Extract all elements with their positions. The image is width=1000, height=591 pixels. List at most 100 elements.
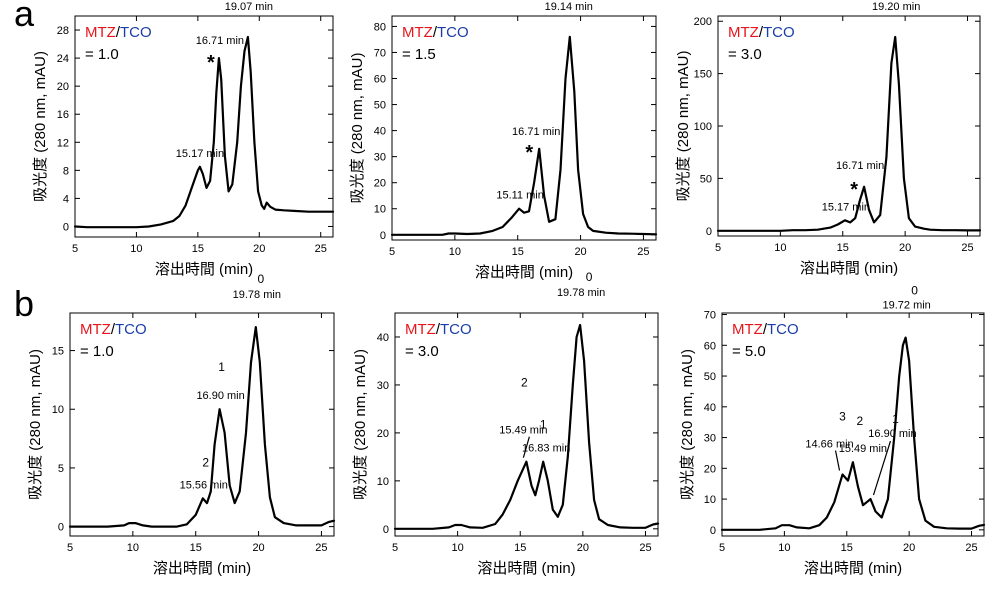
x-tick-label: 25 xyxy=(637,246,649,258)
x-tick-label: 15 xyxy=(190,542,202,554)
peak-time-label: 19.14 min xyxy=(545,1,593,13)
peak-time-label: 15.49 min xyxy=(839,443,887,455)
y-tick-label: 0 xyxy=(706,226,712,238)
x-tick-label: 15 xyxy=(514,542,526,554)
x-axis-title: 溶出時間 (min) xyxy=(477,560,575,577)
mtz-label: MTZ xyxy=(728,24,759,41)
chromatogram-line xyxy=(716,35,982,232)
y-tick-label: 30 xyxy=(704,433,716,445)
peak-arrow xyxy=(872,440,892,496)
peak-time-label: 19.78 min xyxy=(233,289,281,301)
y-axis-title: 吸光度 (280 nm, mAU) xyxy=(352,349,369,500)
ratio-label-title: MTZ/TCO xyxy=(732,321,799,338)
x-axis-title: 溶出時間 (min) xyxy=(155,261,253,278)
peak-time-label: 16.71 min xyxy=(512,126,560,138)
peak-time-label: 16.90 min xyxy=(868,428,916,440)
x-tick-label: 15 xyxy=(841,542,853,554)
y-axis-title: 吸光度 (280 nm, mAU) xyxy=(32,51,49,202)
tco-label: TCO xyxy=(767,321,799,338)
y-tick-label: 15 xyxy=(52,346,64,358)
x-tick-label: 5 xyxy=(389,246,395,258)
y-tick-label: 0 xyxy=(383,524,389,536)
x-tick-label: 10 xyxy=(130,243,142,255)
peak-number-label: 1 xyxy=(892,412,899,426)
x-axis-title: 溶出時間 (min) xyxy=(153,560,251,577)
mtz-label: MTZ xyxy=(732,321,763,338)
peak-time-label: 19.07 min xyxy=(225,1,273,13)
y-tick-label: 50 xyxy=(374,100,386,112)
x-tick-label: 25 xyxy=(965,542,977,554)
y-tick-label: 10 xyxy=(52,404,64,416)
x-tick-label: 10 xyxy=(778,542,790,554)
y-tick-label: 24 xyxy=(57,53,69,65)
y-tick-label: 30 xyxy=(374,152,386,164)
chart-a-1: 5 10 15 20 25 0 4 8 12 16 20 24 28 溶出時間 (min) 吸光度 (280… xyxy=(32,0,335,278)
chromatogram-line xyxy=(393,323,660,530)
ratio-separator: / xyxy=(759,24,764,41)
x-tick-label: 20 xyxy=(574,246,586,258)
ratio-label-title: MTZ/TCO xyxy=(405,321,472,338)
x-tick-label: 20 xyxy=(903,542,915,554)
peak-number-label: 0 xyxy=(586,270,593,284)
y-tick-label: 80 xyxy=(374,21,386,33)
peak-time-label: 15.49 min xyxy=(499,425,547,437)
mtz-label: MTZ xyxy=(405,321,436,338)
y-tick-label: 30 xyxy=(377,380,389,392)
x-axis-title: 溶出時間 (min) xyxy=(804,560,902,577)
chromatogram-line xyxy=(720,336,986,531)
y-tick-label: 0 xyxy=(380,230,386,242)
plot-frame xyxy=(721,312,985,537)
y-tick-label: 50 xyxy=(700,173,712,185)
peak-number-label: 2 xyxy=(521,376,528,390)
x-tick-label: 25 xyxy=(639,542,651,554)
x-tick-label: 20 xyxy=(577,542,589,554)
ratio-label-value: = 1.0 xyxy=(80,343,114,360)
tco-label: TCO xyxy=(763,24,795,41)
peak-time-label: 15.17 min xyxy=(176,148,224,160)
peak-star-marker: * xyxy=(207,52,215,74)
ratio-separator: / xyxy=(433,24,438,41)
x-tick-label: 25 xyxy=(961,242,973,254)
x-tick-label: 15 xyxy=(192,243,204,255)
peak-arrow xyxy=(522,436,530,458)
ratio-label-title: MTZ/TCO xyxy=(80,321,147,338)
ratio-label-value: = 3.0 xyxy=(728,46,762,63)
y-tick-label: 60 xyxy=(374,74,386,86)
plot-frame xyxy=(69,312,335,537)
plot-frame xyxy=(394,312,659,537)
panel-letter-b: b xyxy=(14,283,35,324)
peak-time-label: 15.56 min xyxy=(180,479,228,491)
tco-label: TCO xyxy=(115,321,147,338)
y-tick-label: 20 xyxy=(374,178,386,190)
x-tick-label: 10 xyxy=(449,246,461,258)
ratio-label-value: = 1.5 xyxy=(402,46,436,63)
y-axis-title: 吸光度 (280 nm, mAU) xyxy=(679,349,696,500)
y-tick-label: 0 xyxy=(710,525,716,537)
peak-time-label: 15.11 min xyxy=(496,190,544,202)
ratio-label-value: = 5.0 xyxy=(732,343,766,360)
y-tick-label: 20 xyxy=(704,463,716,475)
mtz-label: MTZ xyxy=(85,24,116,41)
ratio-label-title: MTZ/TCO xyxy=(728,24,795,41)
ratio-separator: / xyxy=(763,321,768,338)
x-tick-label: 10 xyxy=(451,542,463,554)
y-tick-label: 5 xyxy=(58,463,64,475)
x-tick-label: 5 xyxy=(392,542,398,554)
ratio-separator: / xyxy=(111,321,116,338)
tco-label: TCO xyxy=(120,24,152,41)
y-tick-label: 200 xyxy=(694,16,712,28)
x-tick-label: 25 xyxy=(315,243,327,255)
chromatogram-line xyxy=(390,35,658,236)
y-tick-label: 10 xyxy=(377,476,389,488)
y-tick-label: 28 xyxy=(57,25,69,37)
peak-time-label: 14.66 min xyxy=(805,438,853,450)
x-tick-label: 10 xyxy=(127,542,139,554)
y-tick-label: 40 xyxy=(704,402,716,414)
peak-number-label: 0 xyxy=(257,272,264,286)
peak-number-label: 1 xyxy=(540,418,547,432)
plot-frame xyxy=(391,15,657,241)
peak-number-label: 1 xyxy=(218,360,225,374)
x-tick-label: 15 xyxy=(837,242,849,254)
